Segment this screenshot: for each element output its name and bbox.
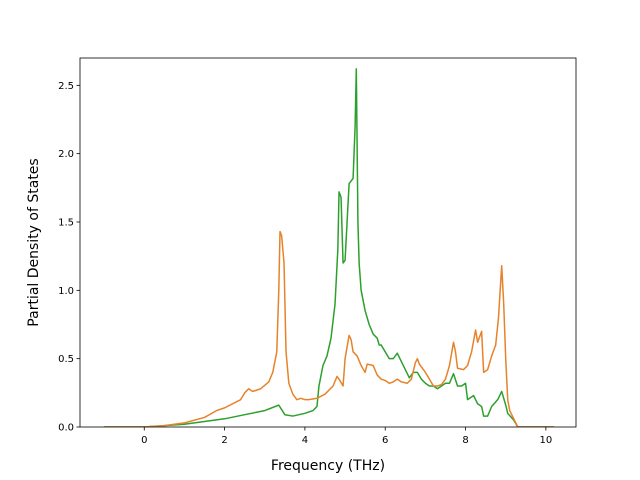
y-tick-label: 1.0 (58, 286, 74, 297)
x-axis: 0 2 4 6 8 10 (141, 427, 552, 446)
y-tick-label: 0.0 (58, 423, 74, 434)
plot-frame (79, 57, 577, 428)
x-axis-label: Frequency (THz) (271, 458, 385, 474)
y-tick-label: 0.5 (58, 354, 74, 365)
x-tick-label: 10 (540, 435, 553, 446)
y-tick-label: 2.0 (58, 149, 74, 160)
y-tick-label: 1.5 (58, 218, 74, 229)
series-line-1 (104, 68, 554, 427)
x-tick-label: 6 (382, 435, 388, 446)
y-tick-label: 2.5 (58, 81, 74, 92)
x-tick-label: 8 (462, 435, 468, 446)
series-line-2 (104, 230, 554, 427)
y-axis: 0.0 0.5 1.0 1.5 2.0 2.5 (58, 81, 80, 434)
x-tick-label: 4 (302, 435, 308, 446)
x-tick-label: 0 (141, 435, 147, 446)
series-layer (104, 68, 554, 427)
x-tick-label: 2 (221, 435, 227, 446)
y-axis-label: Partial Density of States (26, 158, 42, 326)
